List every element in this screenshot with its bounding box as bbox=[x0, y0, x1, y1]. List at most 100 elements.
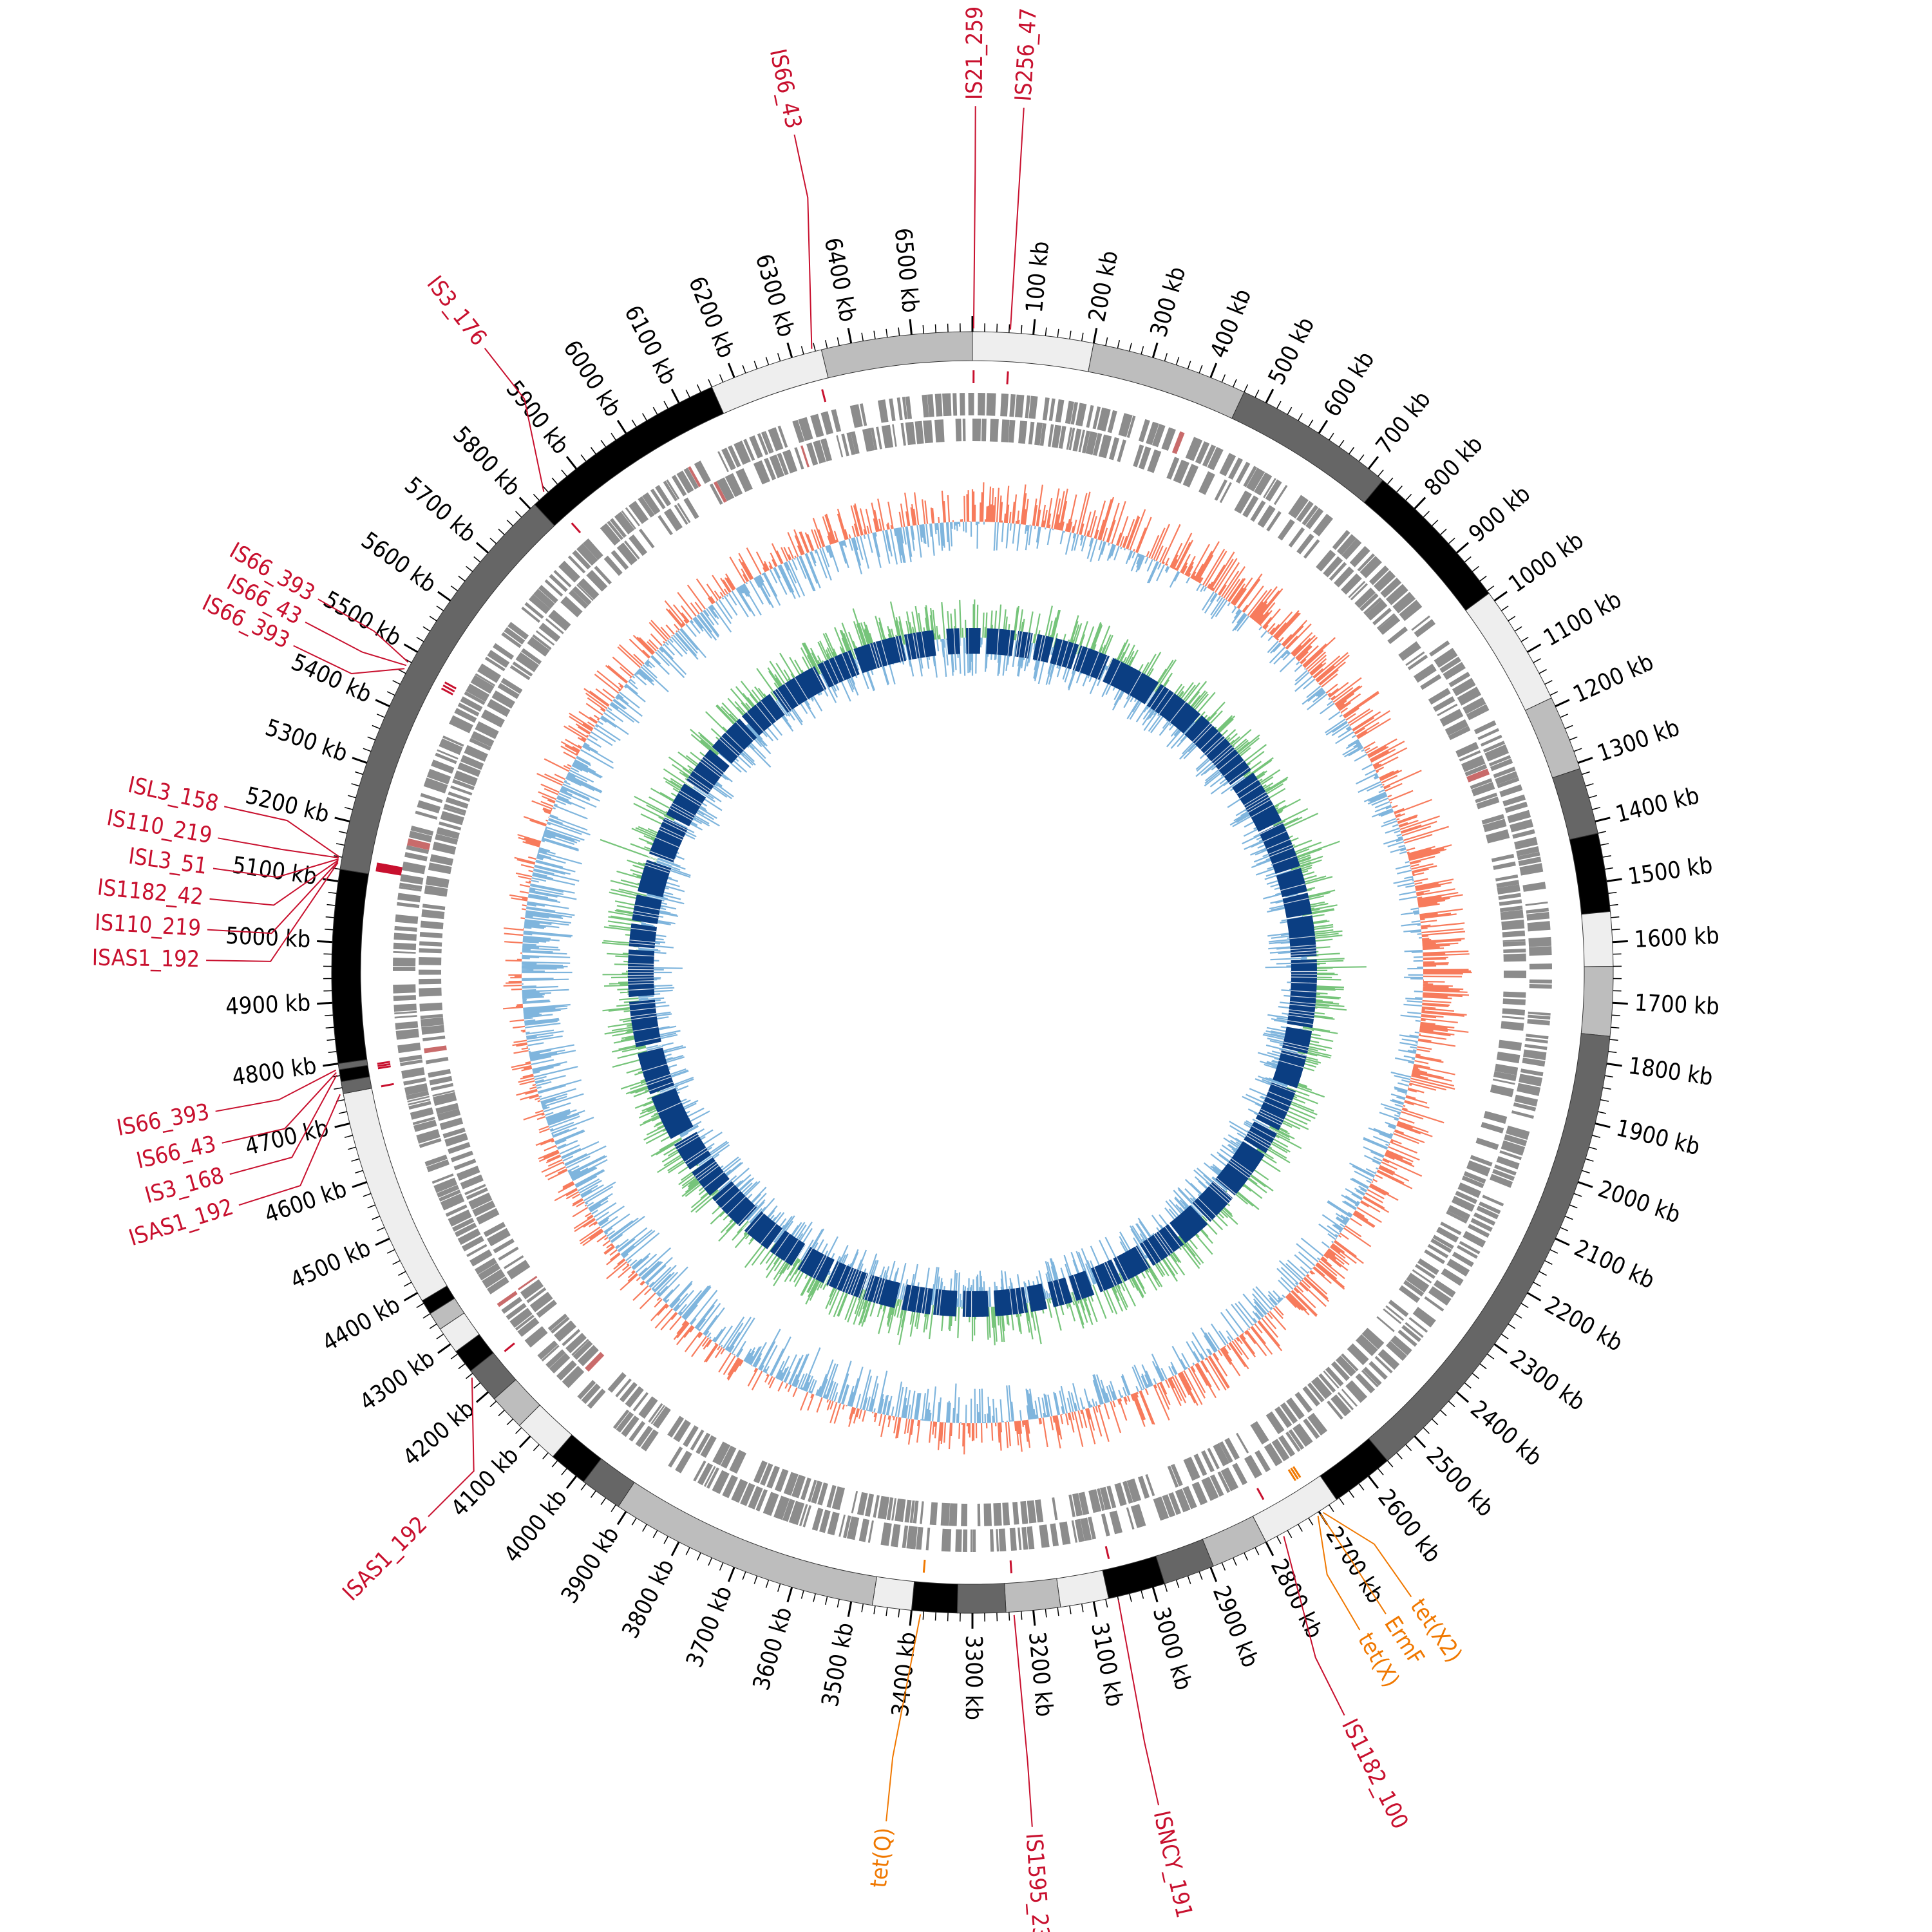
annotation-leader bbox=[1323, 1511, 1412, 1598]
cds-feature bbox=[1012, 1502, 1019, 1525]
cds-feature bbox=[1463, 697, 1486, 714]
cds-feature bbox=[436, 827, 460, 840]
minor-tick bbox=[1508, 1323, 1516, 1329]
cds-feature bbox=[1529, 979, 1552, 984]
cds-feature bbox=[562, 1365, 585, 1388]
cds-feature bbox=[1502, 1008, 1526, 1016]
minor-tick bbox=[416, 1303, 424, 1309]
identity-split bbox=[1228, 767, 1250, 784]
cds-feature bbox=[1146, 421, 1159, 446]
cds-feature bbox=[1399, 1285, 1421, 1303]
cds-feature bbox=[428, 1068, 451, 1078]
identity-split bbox=[649, 853, 674, 864]
cds-feature bbox=[1436, 1226, 1459, 1243]
cds-feature bbox=[1516, 846, 1540, 857]
cds-feature bbox=[1092, 406, 1101, 430]
cds-feature bbox=[1413, 663, 1437, 683]
tick-label: 1000 kb bbox=[1504, 527, 1588, 598]
cds-feature bbox=[753, 460, 770, 485]
cds-feature bbox=[1415, 1264, 1435, 1279]
contig-segment bbox=[972, 331, 1094, 372]
major-tick bbox=[352, 757, 368, 764]
cds-feature bbox=[1331, 1361, 1350, 1381]
cds-feature bbox=[1476, 797, 1500, 810]
cds-feature bbox=[799, 1504, 808, 1526]
cds-feature bbox=[477, 663, 502, 683]
cds-feature bbox=[1359, 556, 1382, 578]
cds-feature bbox=[877, 399, 889, 423]
identity-split bbox=[659, 829, 683, 840]
minor-tick bbox=[458, 575, 466, 582]
identity-split bbox=[1061, 641, 1069, 667]
cds-feature bbox=[1027, 1526, 1035, 1549]
cds-feature bbox=[1341, 1353, 1359, 1372]
cds-feature bbox=[1058, 426, 1066, 449]
cds-feature bbox=[1363, 1367, 1382, 1386]
identity-split bbox=[675, 1133, 698, 1148]
identity-split bbox=[1193, 1201, 1213, 1221]
identity-split bbox=[1071, 645, 1081, 670]
cds-feature bbox=[410, 1107, 434, 1120]
identity-split bbox=[1263, 830, 1287, 842]
identity-split bbox=[825, 1260, 837, 1285]
identity-split bbox=[1246, 797, 1269, 811]
identity-split bbox=[684, 782, 707, 798]
cds-feature bbox=[548, 609, 571, 631]
cds-feature bbox=[1082, 430, 1090, 453]
minor-tick bbox=[436, 1333, 444, 1340]
identity-split bbox=[895, 636, 902, 662]
cds-feature bbox=[740, 1482, 755, 1506]
minor-tick bbox=[631, 419, 637, 428]
contig-segment bbox=[1580, 966, 1614, 1037]
identity-split bbox=[1281, 1049, 1307, 1057]
cds-feature bbox=[1495, 874, 1519, 882]
cds-feature bbox=[1265, 1411, 1285, 1434]
cds-feature bbox=[1387, 626, 1408, 645]
cds-feature bbox=[1175, 1488, 1191, 1513]
cds-feature bbox=[1528, 1011, 1551, 1016]
minor-tick bbox=[1600, 1099, 1609, 1102]
identity-split bbox=[1048, 638, 1055, 663]
tick-label: 3900 kb bbox=[556, 1522, 625, 1608]
minor-tick bbox=[344, 1135, 353, 1139]
major-tick bbox=[1577, 1180, 1593, 1188]
cds-feature bbox=[1009, 1528, 1017, 1551]
identity-split bbox=[1056, 639, 1063, 665]
identity-block bbox=[770, 1230, 806, 1266]
identity-split bbox=[676, 1135, 699, 1150]
cds-feature bbox=[880, 1522, 892, 1546]
identity-block bbox=[965, 628, 972, 654]
identity-split bbox=[629, 940, 656, 943]
cds-feature bbox=[587, 1388, 606, 1409]
cds-feature bbox=[454, 708, 477, 723]
cds-feature bbox=[437, 1108, 461, 1121]
cds-feature bbox=[1318, 1373, 1336, 1393]
cds-feature bbox=[421, 1025, 445, 1035]
identity-split bbox=[1115, 1256, 1129, 1280]
cds-feature bbox=[620, 1381, 638, 1403]
major-tick bbox=[616, 419, 627, 434]
cds-feature bbox=[960, 393, 965, 416]
cds-feature bbox=[1274, 1406, 1293, 1428]
cds-feature bbox=[697, 1463, 714, 1486]
cds-feature bbox=[497, 683, 520, 699]
cds-feature bbox=[491, 690, 515, 709]
cds-feature bbox=[1170, 1464, 1183, 1486]
cds-feature bbox=[464, 744, 488, 762]
cds-feature bbox=[430, 1083, 454, 1092]
cds-feature bbox=[419, 956, 442, 965]
identity-split bbox=[869, 643, 878, 668]
is-element-label: ISAS1_192 bbox=[126, 1194, 237, 1251]
contig-segment bbox=[1252, 1475, 1338, 1543]
identity-split bbox=[633, 910, 659, 916]
identity-split bbox=[1254, 1121, 1278, 1134]
minor-tick bbox=[685, 1547, 690, 1555]
minor-tick bbox=[429, 616, 437, 621]
cds-feature bbox=[942, 393, 952, 417]
cds-feature bbox=[1528, 936, 1552, 947]
cds-feature bbox=[435, 1103, 459, 1115]
cds-feature bbox=[955, 419, 962, 442]
identity-split bbox=[852, 649, 862, 674]
identity-split bbox=[691, 1156, 713, 1172]
cds-feature bbox=[1107, 410, 1117, 433]
